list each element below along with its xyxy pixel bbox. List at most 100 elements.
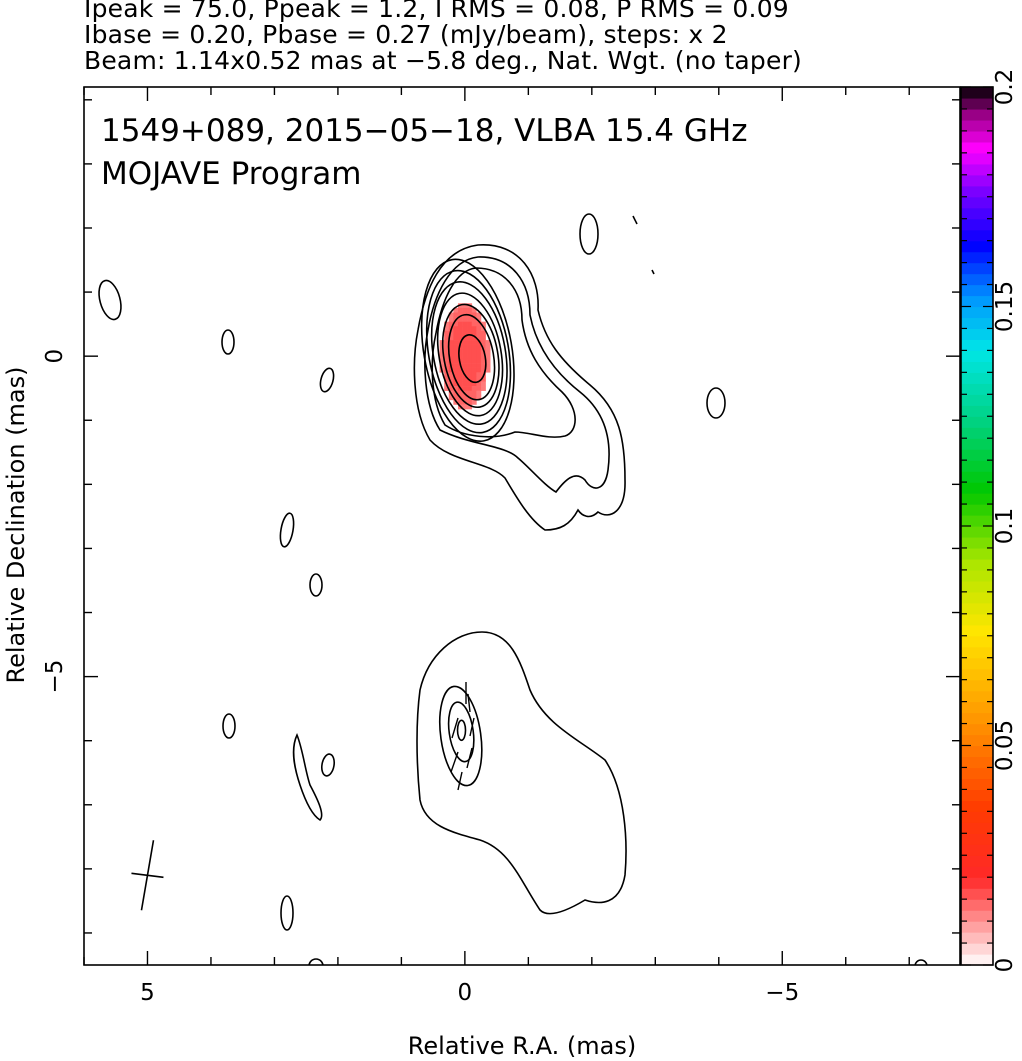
polarization-pixel xyxy=(448,321,454,327)
colorbar-band xyxy=(961,383,993,395)
polarization-pixel xyxy=(457,307,463,313)
polarization-pixel xyxy=(476,312,482,318)
polarization-pixel xyxy=(453,326,459,332)
polarization-pixel xyxy=(471,386,477,391)
polarization-pixel xyxy=(476,340,482,345)
polarization-pixel xyxy=(462,381,468,387)
polarization-pixel xyxy=(462,358,468,364)
polarization-pixel xyxy=(462,376,468,382)
polarization-pixel xyxy=(467,340,473,345)
polarization-pixel xyxy=(448,317,454,322)
contour-south-outer xyxy=(416,631,627,915)
colorbar-tick-label: 0.05 xyxy=(992,720,1018,771)
colorbar-band xyxy=(961,789,993,801)
polarization-pixel xyxy=(453,321,459,327)
colorbar-band xyxy=(961,449,993,461)
polarization-pixel xyxy=(462,386,468,391)
polarization-pixel xyxy=(453,349,459,355)
contour-core-outer xyxy=(413,244,626,531)
evpa-vector xyxy=(457,771,463,791)
polarization-pixel xyxy=(471,312,477,318)
polarization-pixel xyxy=(448,330,454,336)
contour-noise xyxy=(319,367,335,393)
polarization-pixel xyxy=(471,399,477,405)
colorbar-band xyxy=(961,196,993,209)
polarization-pixel xyxy=(457,321,463,327)
colorbar-band xyxy=(961,844,993,856)
polarization-pixel xyxy=(462,353,468,359)
contour-layer xyxy=(98,213,928,965)
contour-core-inner xyxy=(425,269,512,434)
colorbar-band xyxy=(961,613,993,626)
polarization-pixel xyxy=(471,381,477,387)
polarization-pixel xyxy=(480,386,486,391)
polarization-pixel xyxy=(448,349,454,355)
colorbar-band xyxy=(961,602,993,615)
contour-core-3 xyxy=(431,267,576,438)
colorbar-band xyxy=(961,460,993,472)
evpa-vector xyxy=(451,717,459,739)
colorbar-band xyxy=(961,185,993,198)
polarization-pixel xyxy=(485,349,491,355)
polarization-pixel xyxy=(462,340,468,345)
colorbar-band xyxy=(961,899,993,911)
colorbar-band xyxy=(961,328,993,341)
colorbar-band xyxy=(961,866,993,878)
colorbar-band xyxy=(961,756,993,769)
colorbar-band xyxy=(961,635,993,648)
colorbar-band xyxy=(961,108,993,121)
contour-noise xyxy=(222,713,236,739)
y-axis-label: Relative Declination (mas) xyxy=(2,366,30,683)
colorbar-band xyxy=(961,141,993,154)
colorbar-band xyxy=(961,580,993,593)
colorbar-band xyxy=(961,350,993,362)
colorbar-band xyxy=(961,954,993,966)
colorbar-band xyxy=(961,405,993,417)
polarization-pixel xyxy=(476,367,482,373)
polarization-pixel xyxy=(471,353,477,359)
polarization-pixel xyxy=(457,317,463,322)
polarization-pixel xyxy=(462,321,468,327)
colorbar-band xyxy=(961,822,993,834)
polarization-pixel xyxy=(467,381,473,387)
polarization-pixel xyxy=(480,363,486,368)
polarization-pixel xyxy=(480,367,486,373)
colorbar-band xyxy=(961,174,993,187)
colorbar-band xyxy=(961,932,993,944)
header-stats-line: Ipeak = 75.0, Ppeak = 1.2, I RMS = 0.08,… xyxy=(84,0,789,23)
colorbar-band xyxy=(961,284,993,297)
header-beam-line: Beam: 1.14x0.52 mas at −5.8 deg., Nat. W… xyxy=(84,46,803,75)
polarization-pixel xyxy=(457,330,463,336)
polarization-pixel xyxy=(453,335,459,341)
polarization-pixel xyxy=(462,363,468,368)
polarization-pixel xyxy=(453,330,459,336)
colorbar-band xyxy=(961,536,993,549)
contour-noise xyxy=(98,279,122,321)
colorbar-band xyxy=(961,361,993,373)
colorbar-band xyxy=(961,701,993,714)
polarization-pixel xyxy=(457,312,463,318)
polarization-pixel xyxy=(439,358,445,364)
polarization-pixel xyxy=(471,390,477,396)
polarization-pixel xyxy=(462,317,468,322)
polarization-pixel xyxy=(439,349,445,355)
polarization-pixel xyxy=(467,317,473,322)
contour-noise xyxy=(914,959,928,965)
colorbar-band xyxy=(961,416,993,428)
contour-south-2 xyxy=(438,685,483,787)
colorbar-band xyxy=(961,910,993,922)
polarization-pixel xyxy=(485,363,491,368)
polarization-pixel xyxy=(476,326,482,332)
polarization-pixel xyxy=(476,330,482,336)
polarization-pixel xyxy=(453,381,459,387)
colorbar-band xyxy=(961,723,993,736)
colorbar-band xyxy=(961,372,993,384)
contour-south-3 xyxy=(447,701,475,763)
contour-core-inner xyxy=(458,334,487,384)
colorbar-band xyxy=(961,526,993,538)
polarization-pixel xyxy=(467,330,473,336)
polarization-pixel xyxy=(471,395,477,401)
contour-noise xyxy=(292,732,323,822)
polarization-pixel xyxy=(453,363,459,368)
